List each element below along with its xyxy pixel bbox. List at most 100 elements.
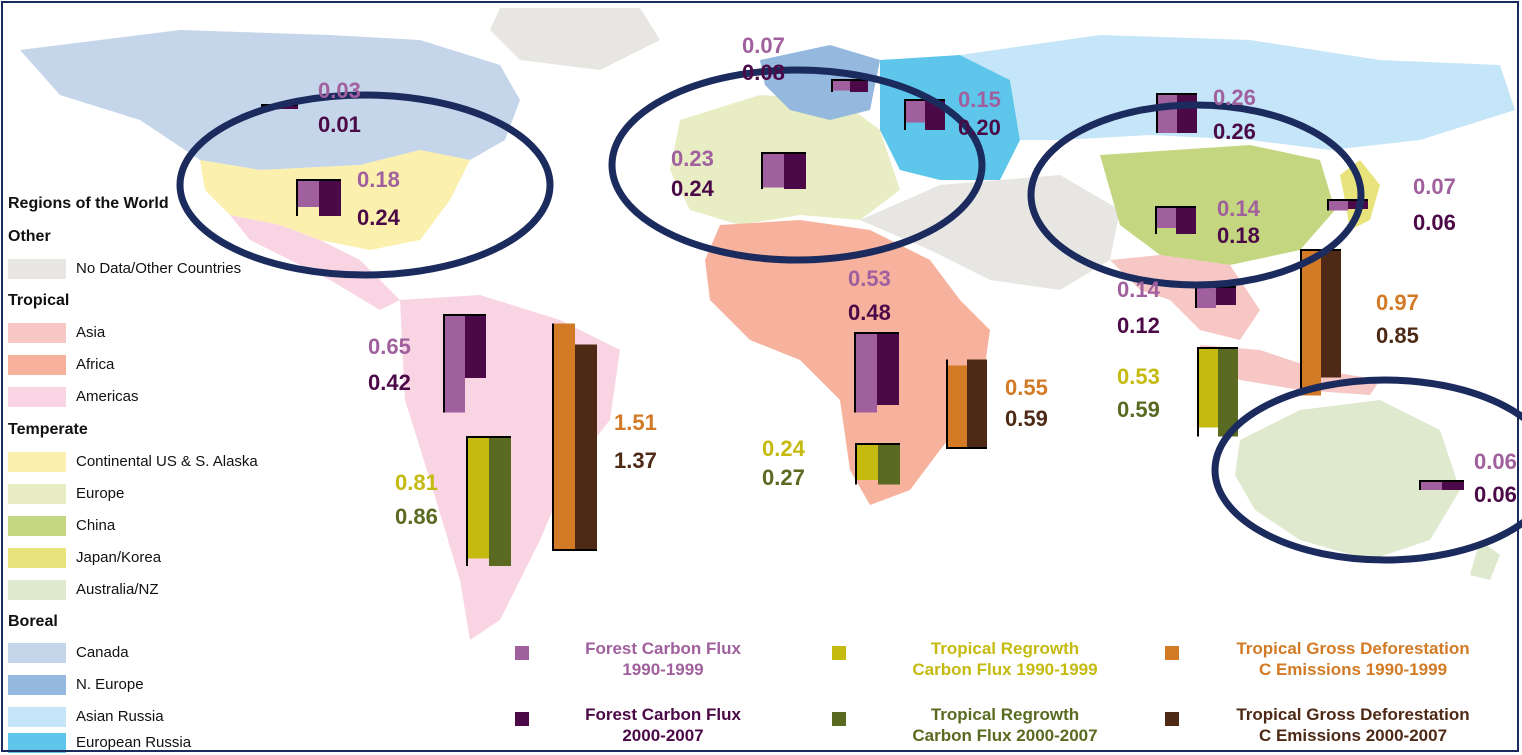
- africa-regrowth-bar-1990: [856, 444, 878, 480]
- key-label: Tropical Gross Deforestation C Emissions …: [1236, 639, 1470, 679]
- japan-korea-bar-frame: [1327, 199, 1368, 211]
- legend-item-label: Europe: [76, 485, 125, 502]
- americas-deforest-label-1990: 1.51: [614, 410, 657, 435]
- japan-korea-bar-1990: [1328, 200, 1348, 211]
- n-europe-label-1990: 0.07: [742, 33, 785, 58]
- asian-russia-bar-2000: [1177, 94, 1197, 133]
- china-bar-frame: [1155, 206, 1196, 234]
- australia-label-1990: 0.06: [1474, 449, 1517, 474]
- european-russia-label-1990: 0.15: [958, 87, 1001, 112]
- legend-item-label: Africa: [76, 356, 115, 373]
- trop-asia-forest-bar-1990: [1196, 287, 1216, 308]
- canada-label-1990: 0.03: [318, 78, 361, 103]
- africa-forest-bar-frame: [854, 332, 899, 413]
- americas-regrowth-label-1990: 0.81: [395, 470, 438, 495]
- africa-deforest-label-2000: 0.59: [1005, 406, 1048, 431]
- china-bar-1990: [1156, 207, 1176, 228]
- tropical-asia-region: [1110, 255, 1260, 340]
- australia-region: [1235, 400, 1460, 560]
- africa-regrowth-label-2000: 0.27: [762, 465, 805, 490]
- key-swatch: [1165, 712, 1179, 726]
- new-zealand-region: [1470, 540, 1500, 580]
- americas-forest-label-1990: 0.65: [368, 334, 411, 359]
- americas-forest-bar-1990: [444, 315, 465, 413]
- canada-bar-2000: [280, 105, 298, 109]
- canada-region: [20, 30, 520, 170]
- european-russia-bar-1990: [905, 100, 925, 123]
- legend-item-label: Australia/NZ: [76, 581, 159, 598]
- americas-regrowth-bar-2000: [489, 437, 511, 566]
- legend-item-label: Americas: [76, 388, 139, 405]
- legend-swatch: [8, 484, 66, 504]
- key-swatch: [832, 712, 846, 726]
- africa-regrowth-label-1990: 0.24: [762, 436, 805, 461]
- legend-item-label: China: [76, 517, 116, 534]
- australia-label-2000: 0.06: [1474, 482, 1517, 507]
- us-bar-1990: [297, 180, 319, 207]
- legend-heading-boreal: Boreal: [8, 613, 58, 630]
- africa-forest-label-1990: 0.53: [848, 266, 891, 291]
- asian-russia-bar-frame: [1156, 93, 1197, 133]
- americas-regrowth-label-2000: 0.86: [395, 504, 438, 529]
- legend-swatch: [8, 733, 66, 753]
- americas-deforest-label-2000: 1.37: [614, 448, 657, 473]
- legend-swatch: [8, 516, 66, 536]
- tropical-asia-deforest-label-1990: 0.97: [1376, 290, 1419, 315]
- legend-title: Regions of the World: [8, 195, 169, 212]
- legend-item-label: Asian Russia: [76, 708, 164, 725]
- africa-region: [705, 220, 990, 505]
- legend-heading-tropical: Tropical: [8, 292, 70, 309]
- americas-deforest-bar-2000: [575, 344, 597, 550]
- central-america-region: [230, 215, 400, 310]
- asian-russia-label-1990: 0.26: [1213, 85, 1256, 110]
- highlight-ellipse-north-america: [176, 91, 554, 279]
- europe-bar-1990: [762, 153, 784, 188]
- china-region: [1100, 145, 1335, 265]
- asian-russia-label-2000: 0.26: [1213, 119, 1256, 144]
- trop-asia-deforest-bar-1990: [1301, 250, 1321, 396]
- tropical-asia-regrowth-label-1990: 0.53: [1117, 364, 1160, 389]
- key-swatch: [515, 646, 529, 660]
- european-russia-label-2000: 0.20: [958, 115, 1001, 140]
- trop-asia-regrowth-bar-frame: [1197, 347, 1238, 437]
- highlight-ellipse-europe: [608, 66, 986, 264]
- japan-korea-label-2000: 0.06: [1413, 210, 1456, 235]
- americas-forest-bar-2000: [465, 315, 486, 378]
- africa-forest-bar-1990: [855, 333, 877, 413]
- middle-east-region: [860, 175, 1120, 290]
- africa-regrowth-bar-2000: [878, 444, 900, 485]
- africa-deforest-label-1990: 0.55: [1005, 375, 1048, 400]
- canada-label-2000: 0.01: [318, 112, 361, 137]
- legend-swatch: [8, 643, 66, 663]
- legend-item-label: No Data/Other Countries: [76, 260, 242, 277]
- n-europe-region: [760, 45, 880, 120]
- europe-bar-2000: [784, 153, 806, 189]
- europe-label-1990: 0.23: [671, 146, 714, 171]
- americas-deforest-bar-frame: [552, 323, 597, 551]
- trop-asia-forest-bar-2000: [1216, 287, 1236, 305]
- africa-forest-bar-2000: [877, 333, 899, 405]
- legend-item-label: European Russia: [76, 734, 192, 751]
- key-swatch: [832, 646, 846, 660]
- australia-bar-frame: [1419, 480, 1464, 490]
- tropical-asia-forest-label-1990: 0.14: [1117, 277, 1160, 302]
- n-europe-bar-frame: [831, 79, 868, 92]
- trop-asia-regrowth-bar-1990: [1198, 348, 1218, 428]
- key-label: Forest Carbon Flux 2000-2007: [585, 705, 741, 745]
- highlight-ellipses: [176, 66, 1522, 564]
- africa-deforest-bar-frame: [946, 359, 987, 449]
- legend-swatch: [8, 355, 66, 375]
- legend-heading-other: Other: [8, 228, 51, 245]
- legend-item-label: Canada: [76, 644, 129, 661]
- legend-swatch: [8, 675, 66, 695]
- key-swatch: [1165, 646, 1179, 660]
- trop-asia-deforest-bar-2000: [1321, 250, 1341, 378]
- australia-bar-1990: [1420, 481, 1442, 490]
- legend-heading-temperate: Temperate: [8, 421, 88, 438]
- china-label-2000: 0.18: [1217, 223, 1260, 248]
- n-europe-bar-1990: [832, 80, 850, 91]
- americas-deforest-bar-1990: [553, 323, 575, 550]
- tropical-asia-deforest-label-2000: 0.85: [1376, 323, 1419, 348]
